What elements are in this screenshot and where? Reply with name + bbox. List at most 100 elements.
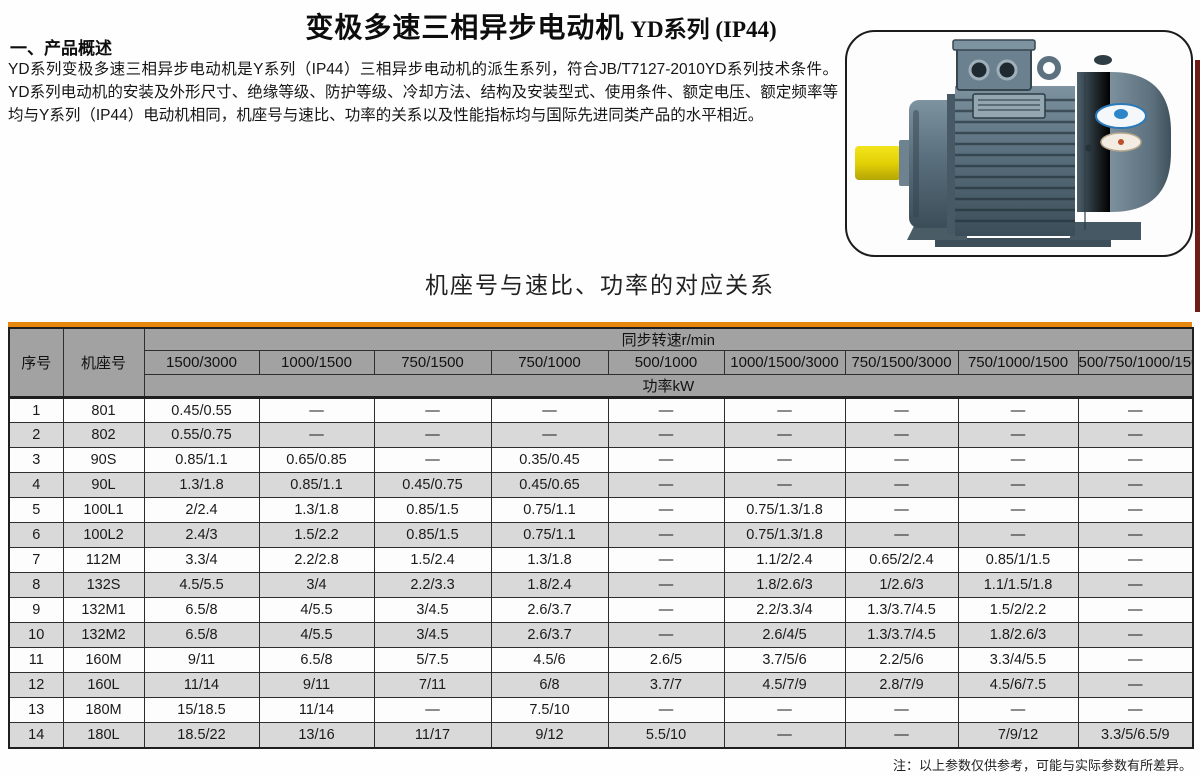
table-row-112M: 7 112M 3.3/4 2.2/2.8 1.5/2.4 1.3/1.8—1.1/2/2.… [8,547,1194,573]
col-header-power: 功率kW [143,374,1194,398]
overview-paragraph: YD系列变极多速三相异步电动机是Y系列（IP44）三相异步电动机的派生系列，符合… [8,61,838,124]
col-header-speed-750-1000: 750/1000 [490,350,609,375]
motor-shaft [855,146,901,180]
cell-power: — [723,472,846,498]
cell-power: 13/16 [258,722,375,748]
cell-power: 0.65/0.85 [258,447,375,473]
cell-power: — [723,447,846,473]
table-row-160M: 11 160M 9/11 6.5/8 5/7.5 4.5/6 2.6/5 3.7/5/6 2.2… [8,647,1194,673]
cell-power: 7/11 [373,672,492,698]
cell-power: 3.7/7 [607,672,725,698]
table-row-801: 1 801 0.45/0.55— — — — — — — — [8,397,1194,423]
page-title: 变极多速三相异步电动机 YD系列 (IP44) [0,6,1082,46]
cell-power: 3.3/4 [143,547,260,573]
cell-power: — [1077,597,1194,623]
footnote: 注：以上参数仅供参考，可能与实际参数有所差异。 [892,758,1192,773]
cell-seq: 9 [8,597,64,623]
table-title: 机座号与速比、功率的对应关系 [425,272,775,298]
cell-power: — [607,472,725,498]
cell-seq: 4 [8,472,64,498]
table-row-100L1: 5 100L1 2/2.4 1.3/1.8 0.85/1.5 0.75/1.1—0.75/… [8,497,1194,523]
cell-power: — [607,397,725,423]
cell-power: 1.3/1.8 [258,497,375,523]
cell-frame: 100L2 [62,522,145,548]
cell-power: 0.75/1.1 [490,497,609,523]
cell-power: — [607,497,725,523]
col-header-speed-1500-3000: 1500/3000 [143,350,260,375]
cell-power: 0.85/1.1 [258,472,375,498]
motor-base [935,238,1111,247]
cell-power: 2.2/2.8 [258,547,375,573]
cell-power: 6.5/8 [143,597,260,623]
cell-power: 1.3/1.8 [490,547,609,573]
cell-power: 0.45/0.55 [143,397,260,423]
cell-power: — [607,622,725,648]
cell-seq: 7 [8,547,64,573]
cell-power: 1.5/2.4 [373,547,492,573]
cell-power: — [844,722,959,748]
table-row-132M2: 10 132M2 6.5/8 4/5.5 3/4.5 2.6/3.7—2.6/4/5 1.3… [8,622,1194,648]
cell-power: 1.3/3.7/4.5 [844,622,959,648]
cell-power: — [1077,547,1194,573]
table-row-180L: 14 180L 18.5/22 13/16 11/17 9/12 5.5/10— —7/9/1… [8,722,1194,748]
cell-power: — [1077,422,1194,448]
cell-power: — [1077,622,1194,648]
cell-seq: 13 [8,697,64,723]
cell-power: 5.5/10 [607,722,725,748]
col-header-sync-speed: 同步转速r/min [143,327,1194,351]
cell-power: 0.45/0.75 [373,472,492,498]
cell-power: 5/7.5 [373,647,492,673]
section-heading-overview: 一、产品概述 [10,39,112,58]
cell-power: — [1077,647,1194,673]
cell-power: — [957,522,1079,548]
cell-power: — [373,697,492,723]
cell-power: 0.35/0.45 [490,447,609,473]
cell-power: — [957,447,1079,473]
cell-power: 1.5/2.2 [258,522,375,548]
power-table: 序号 机座号 同步转速r/min 1500/3000 1000/1500 750/1… [8,327,1195,749]
cell-seq: 6 [8,522,64,548]
col-header-frame: 机座号 [62,327,145,398]
cell-frame: 160L [62,672,145,698]
table-row-802: 2 802 0.55/0.75— — — — — — — — [8,422,1194,448]
power-table-section: 序号 机座号 同步转速r/min 1500/3000 1000/1500 750/1… [8,322,1195,749]
cell-power: 4/5.5 [258,622,375,648]
cell-power: — [490,422,609,448]
cell-power: — [723,697,846,723]
cell-power: — [723,397,846,423]
cell-power: — [1077,697,1194,723]
terminal-box [956,43,1032,91]
cell-power: 4.5/5.5 [143,572,260,598]
col-header-speed-1000-1500-3000: 1000/1500/3000 [723,350,846,375]
cell-power: — [957,397,1079,423]
motor-illustration [855,39,1171,247]
cell-power: — [607,547,725,573]
cell-power: — [1077,447,1194,473]
cell-power: 11/17 [373,722,492,748]
cell-seq: 2 [8,422,64,448]
cell-power: 2.4/3 [143,522,260,548]
table-row-160L: 12 160L 11/14 9/11 7/11 6/8 3.7/7 4.5/7/9 2.8/7/… [8,672,1194,698]
cell-power: — [844,422,959,448]
cell-power: 6/8 [490,672,609,698]
motor-nameplate [972,93,1046,119]
cell-power: 1.8/2.6/3 [957,622,1079,648]
cell-power: — [1077,397,1194,423]
cell-power: — [1077,672,1194,698]
cell-power: 0.75/1.1 [490,522,609,548]
col-header-speed-1000-1500: 1000/1500 [258,350,375,375]
cell-power: 4.5/7/9 [723,672,846,698]
cell-power: — [607,597,725,623]
cell-power: 2.2/3.3 [373,572,492,598]
cell-power: — [373,397,492,423]
cell-power: — [258,397,375,423]
cell-power: 1/2.6/3 [844,572,959,598]
cell-power: — [373,447,492,473]
motor-product-photo [845,30,1193,257]
page-title-main: 变极多速三相异步电动机 [305,12,625,43]
power-table-body: 1 801 0.45/0.55— — — — — — — —2 802 0.55/0.75— — — — — —… [8,397,1194,748]
cell-power: 2.6/4/5 [723,622,846,648]
cell-power: 1.3/3.7/4.5 [844,597,959,623]
cell-power: — [607,522,725,548]
